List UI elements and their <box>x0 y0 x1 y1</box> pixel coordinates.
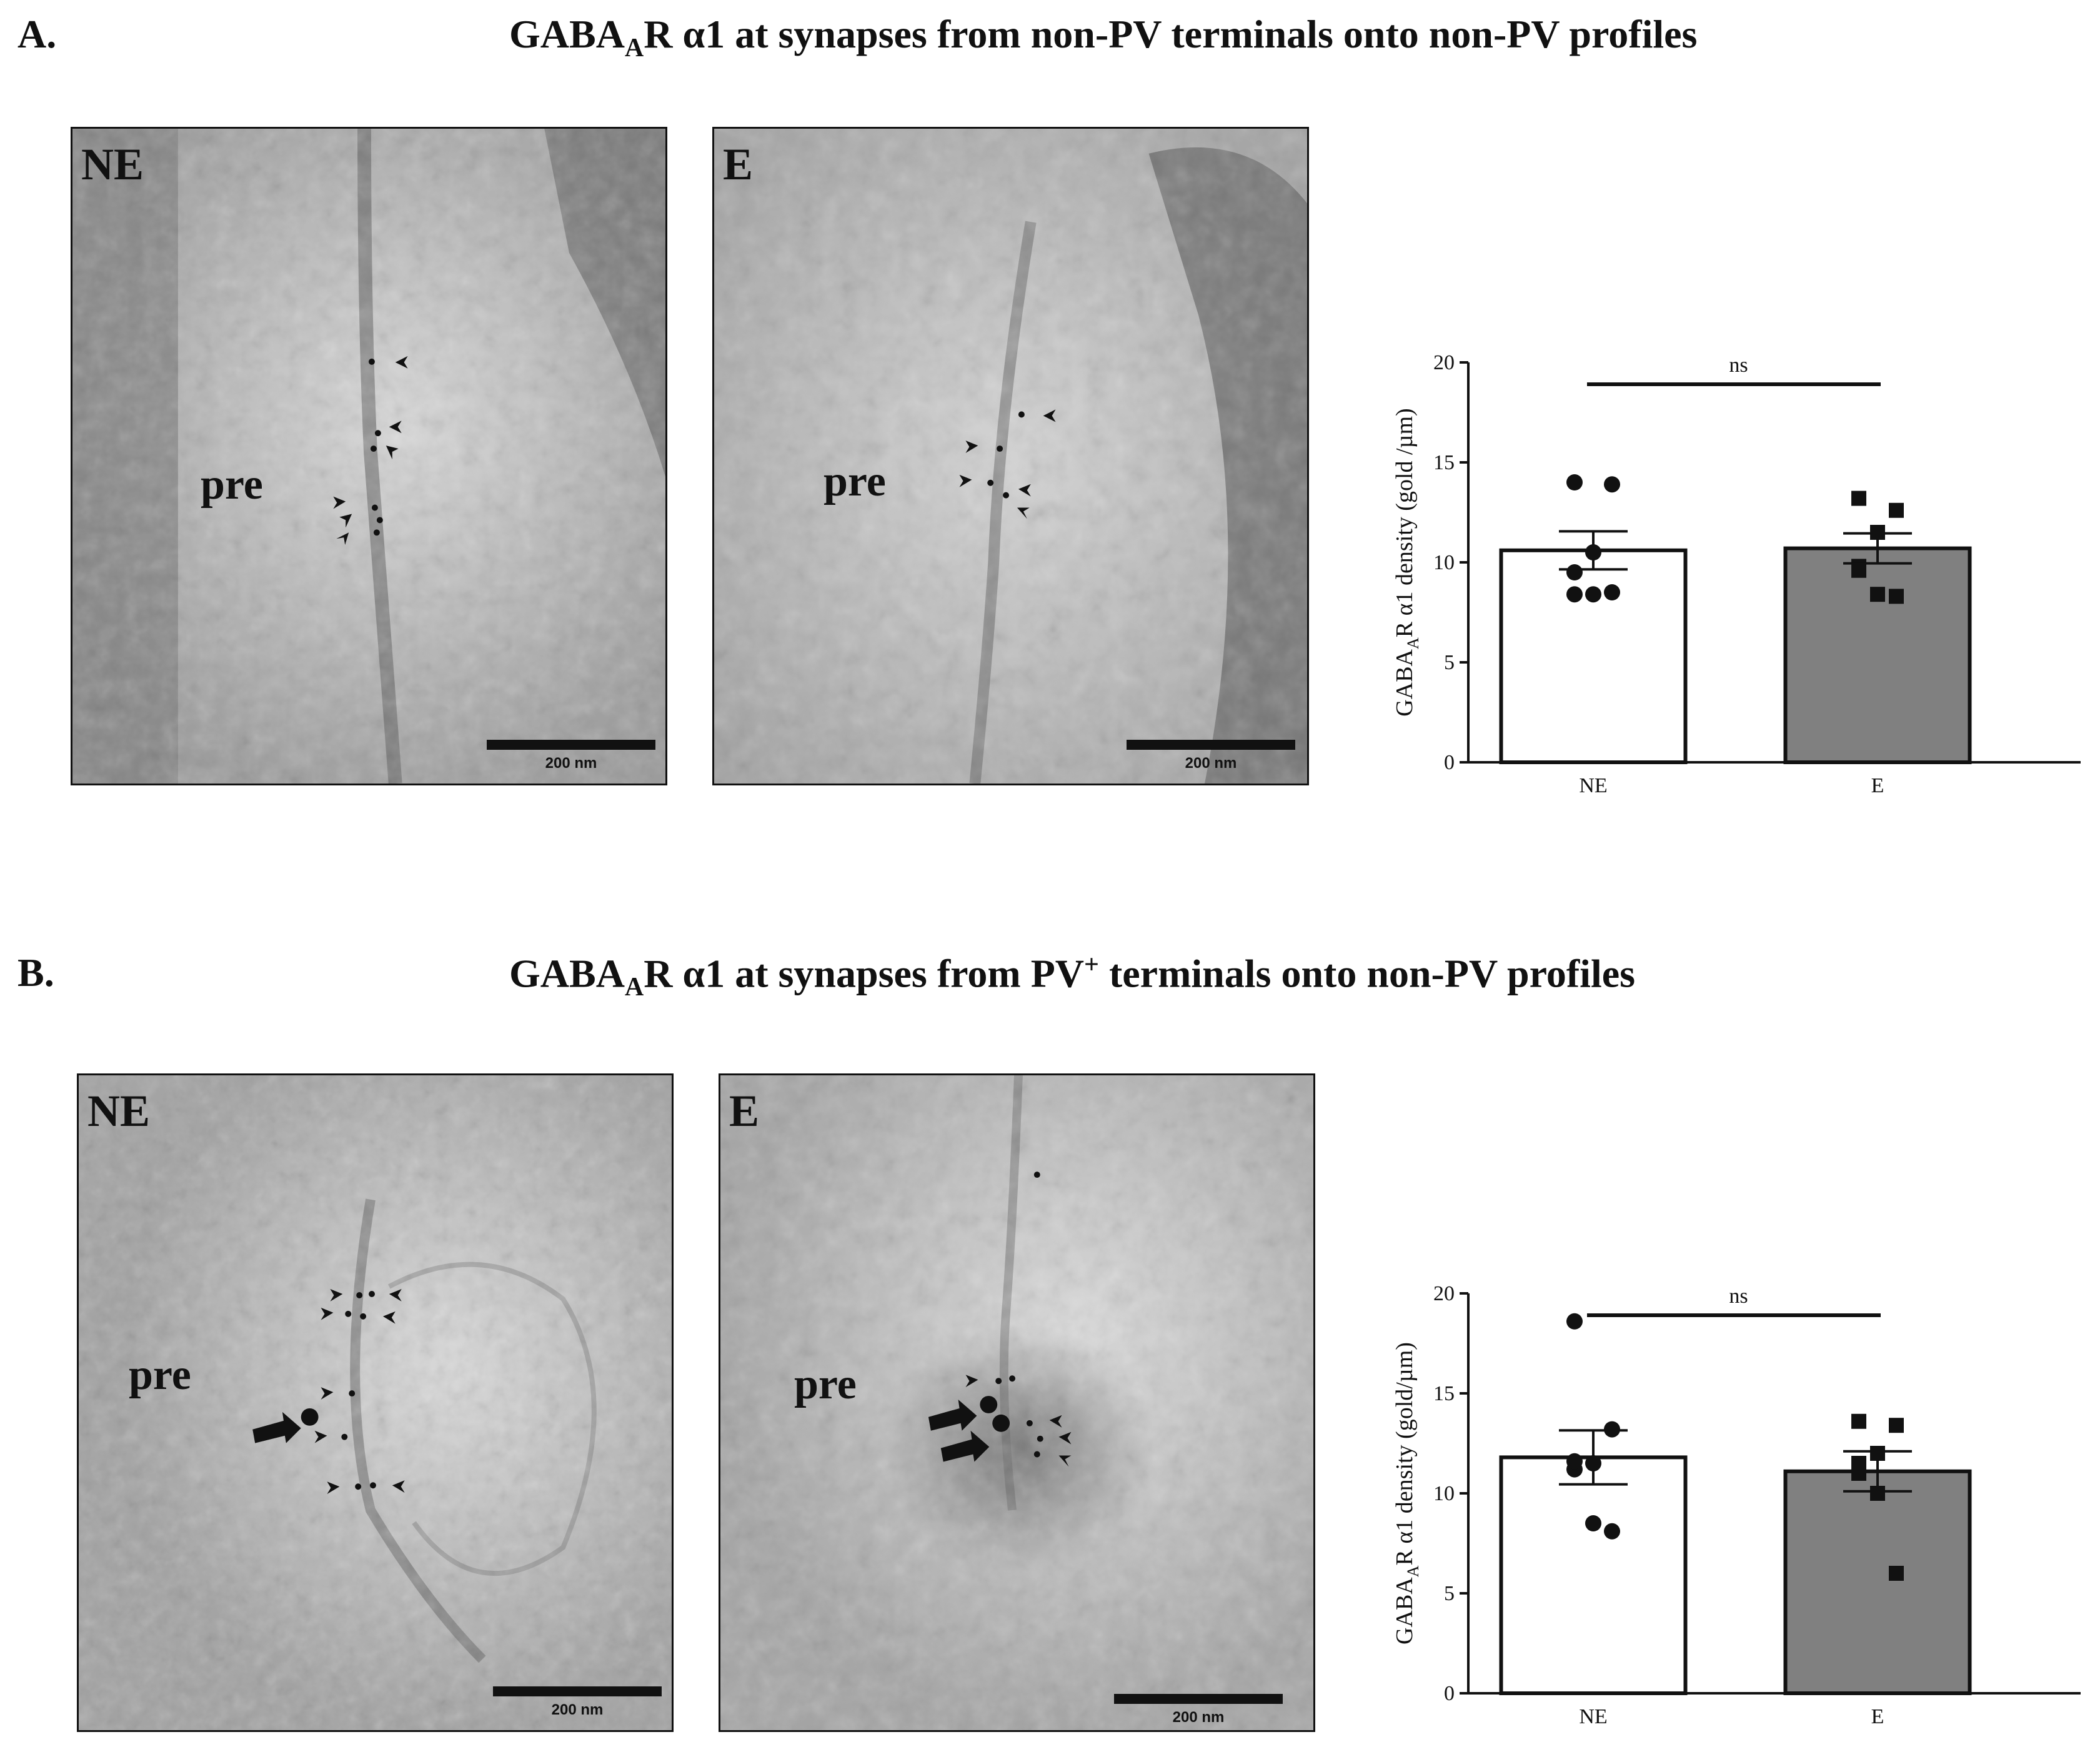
x-tick-label: NE <box>1579 774 1607 797</box>
scale-bar-label: 200 nm <box>551 1701 604 1718</box>
y-tick-label: 5 <box>1444 1582 1455 1605</box>
pre-label: pre <box>201 460 263 509</box>
pre-label: pre <box>794 1360 857 1408</box>
y-tick-label: 0 <box>1444 751 1455 774</box>
y-axis-label: GABAAR α1 density (gold /µm) <box>1391 408 1422 716</box>
bar <box>1499 548 1688 764</box>
data-point <box>1585 1455 1601 1471</box>
data-point <box>1585 544 1601 560</box>
y-tick-label: 15 <box>1433 1382 1455 1405</box>
data-point <box>1566 1313 1583 1330</box>
data-point <box>1889 1418 1904 1433</box>
scale-bar: 200 nm <box>1114 1694 1283 1726</box>
panel-a-title: GABAAR α1 at synapses from non-PV termin… <box>509 11 1697 63</box>
y-axis-label: GABAAR α1 density (gold/µm) <box>1391 1342 1422 1645</box>
data-point <box>1604 584 1620 600</box>
title-suffix: non-PV terminals onto non-PV profiles <box>1030 12 1698 56</box>
data-point <box>1585 586 1601 603</box>
data-point <box>1889 589 1904 604</box>
scale-bar-label: 200 nm <box>1172 1709 1225 1726</box>
pre-label: pre <box>129 1351 191 1399</box>
y-tick-label: 0 <box>1444 1682 1455 1705</box>
bar <box>1783 1469 1972 1695</box>
micrograph-texture <box>720 1075 1313 1730</box>
data-point <box>1870 587 1885 602</box>
scale-bar: 200 nm <box>493 1686 662 1719</box>
scale-bar-label: 200 nm <box>545 755 597 772</box>
y-tick-label: 10 <box>1433 551 1455 574</box>
chart-b-svg: 0 5 10 15 20 GABAAR α1 density (gold/µm) NE Ens <box>1391 1282 2081 1728</box>
image-label: E <box>723 139 754 189</box>
title-prefix: GABA <box>509 951 625 996</box>
scale-bar: 200 nm <box>487 740 655 772</box>
data-point <box>1566 586 1583 603</box>
data-point <box>1851 562 1866 578</box>
data-point <box>1851 1466 1866 1481</box>
panel-b-letter: B. <box>17 950 54 995</box>
title-mid: R α1 at synapses from <box>644 12 1031 56</box>
y-tick-label: 5 <box>1444 651 1455 674</box>
panel-a-letter: A. <box>17 12 57 56</box>
image-label: E <box>729 1086 760 1136</box>
data-point <box>1585 1515 1601 1531</box>
data-point <box>1889 502 1904 518</box>
x-tick-label: E <box>1871 1705 1884 1728</box>
title-prefix: GABA <box>509 12 625 56</box>
y-tick-label: 15 <box>1433 451 1455 474</box>
image-label: NE <box>81 139 144 189</box>
micrograph-a-ne: NE pre 200 nm <box>71 127 667 785</box>
y-tick-label: 20 <box>1433 351 1455 374</box>
scale-bar-line <box>487 740 655 750</box>
data-point <box>1889 1566 1904 1581</box>
title-mid: R α1 at synapses from <box>644 951 1031 996</box>
micrograph-a-e: E pre 200 nm <box>712 127 1309 785</box>
significance-label: ns <box>1729 1285 1748 1308</box>
title-sup-base: PV <box>1030 951 1084 996</box>
significance-label: ns <box>1729 354 1748 377</box>
micrograph-texture <box>714 129 1307 784</box>
scale-bar-line <box>1127 740 1295 750</box>
data-point <box>1870 525 1885 540</box>
data-point <box>1851 1413 1866 1429</box>
data-point <box>1870 1446 1885 1461</box>
micrograph-texture <box>79 1075 672 1730</box>
x-tick-label: E <box>1871 774 1884 797</box>
scale-bar-line <box>493 1686 662 1696</box>
image-label: NE <box>87 1086 151 1136</box>
title-sub: A <box>624 973 644 1002</box>
title-sub: A <box>624 33 644 62</box>
pre-label: pre <box>824 457 886 505</box>
micrograph-texture <box>72 129 665 784</box>
data-point <box>1566 1453 1583 1470</box>
data-point <box>1566 474 1583 490</box>
data-point <box>1604 476 1620 493</box>
y-tick-label: 20 <box>1433 1282 1455 1305</box>
scale-bar-label: 200 nm <box>1185 755 1237 772</box>
x-tick-label: NE <box>1579 1705 1607 1728</box>
bar <box>1499 1455 1688 1695</box>
panel-b-title: GABAAR α1 at synapses from PV+ terminals… <box>509 950 1635 1002</box>
micrograph-b-e: E pre 200 nm <box>719 1073 1315 1732</box>
data-point <box>1870 1486 1885 1501</box>
data-point <box>1604 1421 1620 1438</box>
title-sup: + <box>1084 950 1099 979</box>
data-point <box>1566 564 1583 580</box>
y-tick-label: 10 <box>1433 1482 1455 1505</box>
bar <box>1783 546 1972 764</box>
chart-a-svg: 0 5 10 15 20 GABAAR α1 density (gold /µm) NE En… <box>1391 351 2081 797</box>
micrograph-b-ne: NE pre 200 nm <box>77 1073 674 1732</box>
scale-bar: 200 nm <box>1127 740 1295 772</box>
data-point <box>1851 490 1866 506</box>
title-suffix: terminals onto non-PV profiles <box>1098 951 1636 996</box>
scale-bar-line <box>1114 1694 1283 1704</box>
data-point <box>1604 1523 1620 1540</box>
